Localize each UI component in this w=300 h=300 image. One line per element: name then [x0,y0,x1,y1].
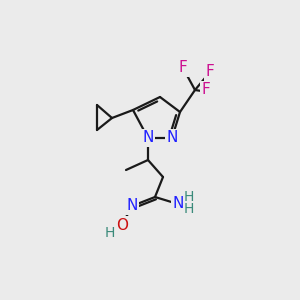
Text: H: H [184,202,194,216]
Text: F: F [202,82,210,98]
Text: H: H [105,226,115,240]
Text: N: N [166,130,178,146]
Text: N: N [172,196,184,211]
Text: N: N [126,199,138,214]
Text: H: H [184,190,194,204]
Text: F: F [178,61,188,76]
Text: O: O [116,218,128,232]
Text: N: N [142,130,154,146]
Text: F: F [206,64,214,80]
